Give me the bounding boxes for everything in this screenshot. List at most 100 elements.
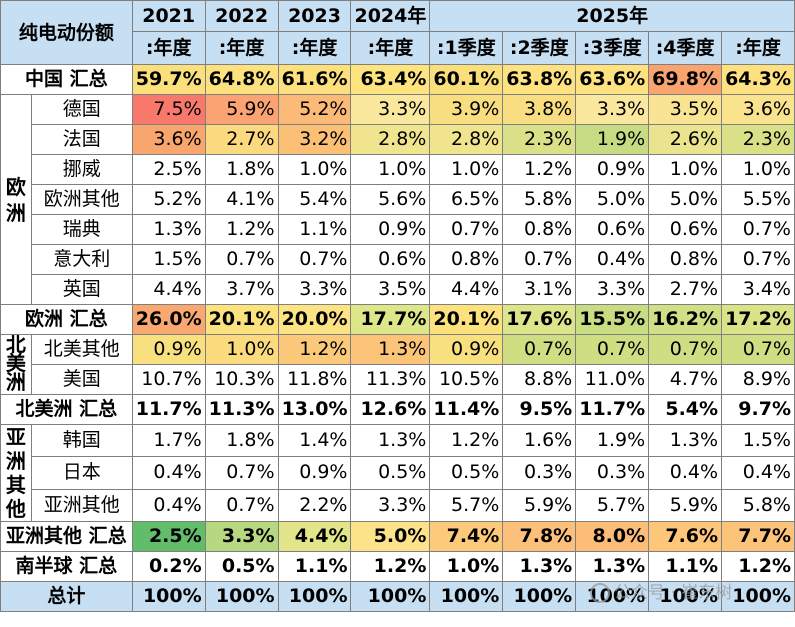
table-cell: 10.3% — [204, 364, 279, 395]
table-cell: 11.4% — [429, 394, 504, 425]
year-header: 2022 — [204, 0, 279, 32]
table-cell: 5.9% — [648, 488, 723, 523]
table-cell: 100% — [277, 581, 352, 612]
table-cell: 7.6% — [648, 521, 723, 552]
table-cell: 3.7% — [204, 274, 279, 305]
table-cell: 64.3% — [721, 64, 795, 95]
table-cell: 0.7% — [429, 214, 504, 245]
table-cell: 1.0% — [429, 551, 504, 582]
table-cell: 0.5% — [350, 456, 431, 490]
table-cell: 1.9% — [575, 124, 650, 155]
table-cell: 20.0% — [277, 304, 352, 335]
region-label-europe: 欧洲 — [0, 94, 32, 305]
year-header: 2021 — [131, 0, 206, 32]
table-cell: 1.7% — [131, 423, 206, 458]
table-cell: 17.2% — [721, 304, 795, 335]
table-cell: 4.7% — [648, 364, 723, 395]
table-cell: 3.3% — [277, 274, 352, 305]
table-row: 亚洲其他 韩国 1.7% 1.8% 1.4% 1.3% 1.2% 1.6% 1.9% 1.3%… — [0, 423, 795, 522]
table-cell: 5.8% — [502, 184, 577, 215]
row-label: 欧洲其他 — [30, 184, 133, 215]
table-cell: 3.1% — [502, 274, 577, 305]
table-cell: 15.5% — [575, 304, 650, 335]
table-row: 欧洲 汇总 26.0% 20.1% 20.0% 17.7% 20.1% 17.6% 15.5… — [0, 304, 795, 335]
table-cell: 0.6% — [575, 214, 650, 245]
table-cell: 2.3% — [721, 124, 795, 155]
table-cell: 1.2% — [277, 334, 352, 365]
table-cell: 10.7% — [131, 364, 206, 395]
table-cell: 1.2% — [429, 423, 504, 458]
year-header: 2024年 — [350, 0, 431, 32]
table-cell: 8.0% — [575, 521, 650, 552]
table-cell: 1.0% — [350, 154, 431, 185]
table-cell: 3.5% — [648, 94, 723, 125]
table-cell: 11.7% — [575, 394, 650, 425]
year-header: 2025年 — [429, 0, 795, 32]
row-label: 挪威 — [30, 154, 133, 185]
table-cell: 11.7% — [131, 394, 206, 425]
table-cell: 2.8% — [350, 124, 431, 155]
table-row: 日本 0.4% 0.7% 0.9% 0.5% 0.5% 0.3% 0.3% 0.4% 0.4% — [1, 456, 795, 490]
table-cell: 5.5% — [721, 184, 795, 215]
table-cell: 0.5% — [204, 551, 279, 582]
table-cell: 7.4% — [429, 521, 504, 552]
table-cell: 1.0% — [429, 154, 504, 185]
table-cell: 100% — [131, 581, 206, 612]
table-cell: 16.2% — [648, 304, 723, 335]
table-cell: 11.3% — [350, 364, 431, 395]
row-label: 总计 — [0, 581, 133, 612]
table-cell: 5.0% — [350, 521, 431, 552]
table-cell: 0.7% — [502, 334, 577, 365]
table-cell: 1.8% — [204, 154, 279, 185]
table-cell: 1.3% — [648, 423, 723, 458]
table-cell: 2.5% — [131, 154, 206, 185]
table-cell: 0.7% — [204, 488, 279, 523]
table-cell: 1.3% — [350, 423, 431, 458]
table-row: 北美洲 北美其他 0.9% 1.0% 1.2% 1.3% 0.9% 0.7% 0.7% 0.7… — [0, 334, 795, 395]
row-label: 瑞典 — [30, 214, 133, 245]
table-cell: 1.6% — [502, 423, 577, 458]
table-cell: 1.5% — [131, 244, 206, 275]
row-label: 南半球 汇总 — [0, 551, 133, 582]
table-row: 南半球 汇总 0.2% 0.5% 1.1% 1.2% 1.0% 1.3% 1.3% 1.1% 1… — [0, 551, 795, 582]
header-row-years: 纯电动份额 2021 2022 2023 2024年 2025年 — [0, 0, 795, 65]
table-cell: 20.1% — [429, 304, 504, 335]
table-cell: 5.9% — [502, 488, 577, 523]
table-cell: 3.8% — [502, 94, 577, 125]
table-cell: 0.7% — [648, 334, 723, 365]
table-cell: 100% — [721, 581, 795, 612]
row-label: 北美其他 — [30, 334, 133, 365]
table-cell: 0.7% — [721, 334, 795, 365]
table-cell: 5.0% — [575, 184, 650, 215]
row-label: 欧洲 汇总 — [0, 304, 133, 335]
table-cell: 13.0% — [277, 394, 352, 425]
period-header: :1季度 — [429, 31, 504, 65]
table-cell: 11.8% — [277, 364, 352, 395]
row-label: 日本 — [30, 456, 133, 490]
period-header: :2季度 — [502, 31, 577, 65]
row-label: 德国 — [30, 94, 133, 125]
table-row: 法国 3.6% 2.7% 3.2% 2.8% 2.8% 2.3% 1.9% 2.6% 2.3% — [1, 124, 795, 155]
table-cell: 5.9% — [204, 94, 279, 125]
table-cell: 0.2% — [131, 551, 206, 582]
row-label: 英国 — [30, 274, 133, 305]
table-row: 美国 10.7% 10.3% 11.8% 11.3% 10.5% 8.8% 11.0% 4.7%… — [1, 364, 795, 395]
period-header: :年度 — [721, 31, 795, 65]
table-cell: 3.5% — [350, 274, 431, 305]
row-label: 北美洲 汇总 — [0, 394, 133, 425]
table-cell: 0.8% — [502, 214, 577, 245]
region-label-north-america: 北美洲 — [0, 334, 32, 395]
table-cell: 0.4% — [131, 488, 206, 523]
table-title: 纯电动份额 — [0, 0, 133, 65]
table-cell: 63.8% — [502, 64, 577, 95]
table-cell: 0.7% — [721, 244, 795, 275]
table-row: 亚洲其他 汇总 2.5% 3.3% 4.4% 5.0% 7.4% 7.8% 8.0% 7.6%… — [0, 521, 795, 552]
table-cell: 3.3% — [350, 94, 431, 125]
table-cell: 0.4% — [648, 456, 723, 490]
table-cell: 20.1% — [204, 304, 279, 335]
table-cell: 0.6% — [350, 244, 431, 275]
table-cell: 3.6% — [131, 124, 206, 155]
table-cell: 5.7% — [575, 488, 650, 523]
table-cell: 1.0% — [721, 154, 795, 185]
table-cell: 4.1% — [204, 184, 279, 215]
